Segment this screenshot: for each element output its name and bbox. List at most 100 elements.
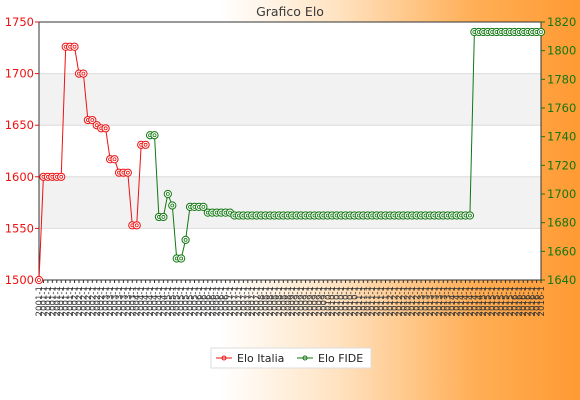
x-tick-label: 2010-1	[324, 286, 334, 316]
legend-italia-label: Elo Italia	[237, 352, 284, 365]
x-tick-label: 2004-1	[133, 286, 143, 316]
y-right-tick-label: 1720	[547, 158, 576, 172]
x-tick-label: 2015-1	[479, 286, 489, 316]
fide-point	[159, 212, 168, 222]
italia-point-core	[81, 71, 86, 76]
x-tick-label: 2013-1	[426, 286, 436, 316]
x-tick-label: 2011-1	[377, 286, 387, 316]
x-tick-label: 2002-1	[97, 286, 107, 316]
italia-point	[70, 42, 79, 51]
x-tick-label: 2009-1	[319, 286, 329, 316]
x-tick-label: 2009-1	[306, 286, 316, 316]
x-tick-label: 2015-1	[493, 286, 503, 316]
x-tick-label: 2011-1	[368, 286, 378, 316]
x-tick-label: 2002-1	[88, 286, 98, 316]
legend-fide-label: Elo FIDE	[318, 352, 363, 365]
italia-point	[101, 124, 110, 133]
x-tick-label: 2011-1	[364, 286, 374, 316]
x-tick-label: 2003-1	[106, 286, 116, 316]
x-tick-label: 2005-1	[182, 286, 192, 316]
fide-point-core	[468, 213, 472, 218]
x-tick-label: 2007-1	[230, 286, 240, 316]
fide-point	[465, 211, 475, 220]
x-tick-label: 2005-1	[173, 286, 183, 316]
x-tick-label: 2004-1	[142, 286, 152, 316]
fide-point-core	[183, 237, 188, 242]
x-tick-label: 2006-1	[222, 286, 232, 316]
italia-point-core	[90, 118, 95, 122]
x-tick-label: 2014-1	[448, 286, 458, 316]
x-tick-label: 2001-1	[66, 286, 76, 316]
x-tick-label: 2008-1	[270, 286, 280, 316]
italia-point-core	[112, 157, 117, 162]
legend-fide-marker	[302, 355, 308, 361]
italia-point	[34, 275, 44, 285]
x-tick-label: 2015-1	[484, 286, 494, 316]
x-tick-label: 2012-1	[408, 286, 418, 316]
x-tick-label: 2005-1	[164, 286, 174, 316]
x-tick-label: 2016-1	[519, 286, 529, 316]
x-tick-label: 2014-1	[466, 286, 476, 316]
x-tick-label: 2002-1	[84, 286, 94, 316]
x-tick-label: 2001-1	[62, 286, 72, 316]
x-tick-label: 2014-1	[453, 286, 463, 316]
x-tick-label: 2007-1	[253, 286, 263, 316]
x-tick-label: 2009-1	[297, 286, 307, 316]
x-tick-label: 2004-1	[137, 286, 147, 316]
x-tick-label: 2016-1	[515, 286, 525, 316]
x-tick-label: 2005-1	[168, 286, 178, 316]
x-tick-label: 2006-1	[208, 286, 218, 316]
fide-point-core	[228, 210, 232, 215]
x-tick-label: 2005-1	[190, 286, 200, 316]
fide-point	[177, 254, 186, 263]
italia-point	[88, 115, 97, 125]
legend-item-italia[interactable]: Elo Italia	[216, 352, 284, 365]
x-tick-label: 2013-1	[421, 286, 431, 316]
y-left-tick-label: 1750	[5, 15, 34, 29]
x-tick-label: 2013-1	[417, 286, 427, 316]
x-tick-label: 2012-1	[395, 286, 405, 316]
x-tick-label: 2008-1	[257, 286, 267, 316]
y-left-tick-label: 1500	[5, 273, 34, 287]
x-tick-label: 2011-1	[359, 286, 369, 316]
x-tick-label: 2007-1	[239, 286, 249, 316]
x-tick-label: 2004-1	[159, 286, 169, 316]
italia-point-core	[143, 142, 148, 147]
x-tick-label: 2010-1	[342, 286, 352, 316]
y-left-tick-label: 1550	[5, 221, 34, 235]
x-tick-label: 2009-1	[293, 286, 303, 316]
legend-italia-marker	[221, 355, 227, 361]
fide-point-core	[165, 192, 170, 196]
legend: Elo Italia Elo FIDE	[210, 347, 372, 369]
x-tick-label: 2005-1	[186, 286, 196, 316]
legend-item-fide[interactable]: Elo FIDE	[297, 352, 363, 365]
italia-point	[123, 168, 132, 177]
y-left-tick-label: 1650	[5, 118, 34, 132]
x-tick-label: 2006-1	[199, 286, 209, 316]
plot-area: 1500 1550 1600 1650 1700 1750 1640 1660 1680 1700…	[5, 15, 577, 316]
plot-frame	[38, 21, 542, 281]
italia-point	[110, 155, 119, 164]
fide-point-core	[179, 256, 184, 261]
x-tick-label: 2002-1	[71, 286, 81, 316]
italia-point-core	[125, 170, 130, 175]
y-left-tick-label: 1700	[5, 67, 34, 81]
fide-point	[168, 201, 177, 210]
x-tick-label: 2012-1	[399, 286, 409, 316]
x-tick-label: 2010-1	[328, 286, 338, 316]
x-tick-label: 2016-1	[537, 286, 547, 316]
y-right-tick-label: 1760	[547, 101, 576, 115]
y-right-tick-label: 1800	[547, 44, 576, 58]
fide-point-core	[170, 203, 175, 208]
x-tick-label: 2004-1	[155, 286, 165, 316]
x-tick-label: 2003-1	[119, 286, 129, 316]
x-tick-label: 2016-1	[510, 286, 520, 316]
fide-point-core	[201, 204, 206, 209]
x-tick-label: 2014-1	[461, 286, 471, 316]
x-tick-label: 2008-1	[275, 286, 285, 316]
x-tick-label: 2002-1	[93, 286, 103, 316]
x-tick-label: 2005-1	[177, 286, 187, 316]
italia-point	[141, 140, 150, 149]
x-tick-label: 2013-1	[444, 286, 454, 316]
grid-band	[39, 73, 541, 126]
